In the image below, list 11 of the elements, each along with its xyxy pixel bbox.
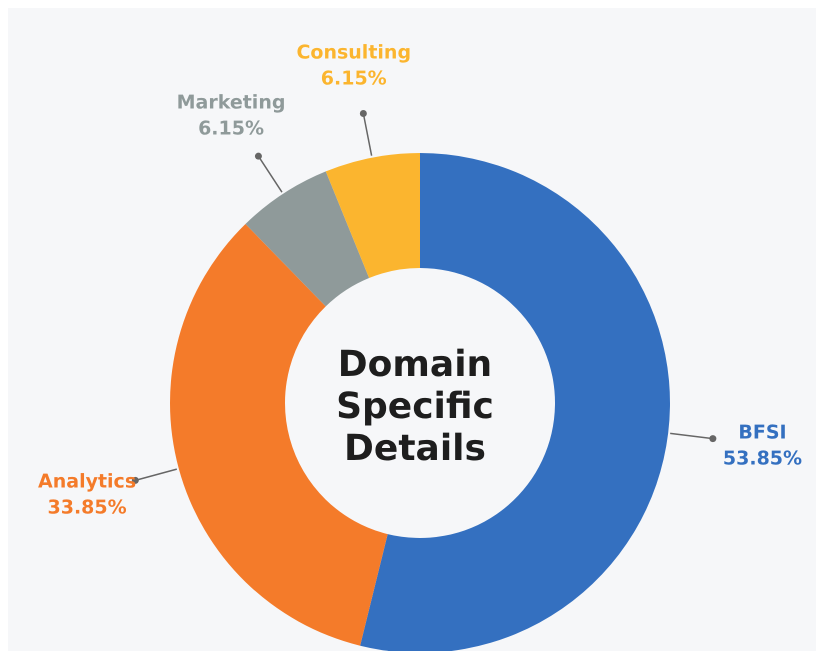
text: Domain Specific Details [336, 344, 494, 469]
donut-slice [245, 171, 370, 306]
slice-label: BFSI [738, 422, 787, 444]
slice-label: Marketing [176, 91, 286, 114]
data-label: 33.85% [48, 496, 127, 519]
data-label: 53.85% [722, 448, 802, 470]
slice-label: Analytics [38, 470, 136, 493]
data-label: 6.15% [198, 117, 264, 140]
donut-slice [326, 153, 420, 278]
slice-label: Consulting [296, 41, 412, 64]
data-label: 6.15% [320, 67, 387, 90]
